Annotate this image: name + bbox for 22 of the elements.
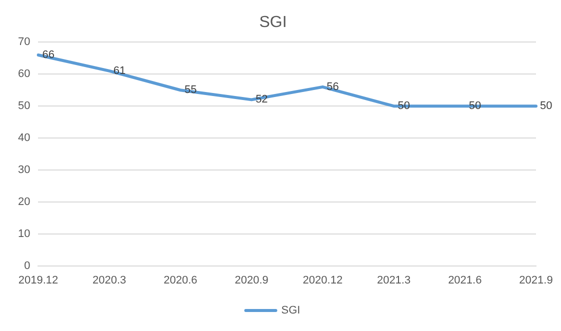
y-tick-label: 10 xyxy=(18,228,30,240)
y-tick-label: 60 xyxy=(18,68,30,80)
y-tick-label: 40 xyxy=(18,132,30,144)
data-label: 55 xyxy=(184,84,197,96)
data-label: 50 xyxy=(468,100,482,112)
data-label: 50 xyxy=(540,100,552,112)
x-tick-label: 2020.12 xyxy=(302,274,343,286)
x-tick-label: 2020.9 xyxy=(234,274,268,286)
x-tick-label: 2021.3 xyxy=(376,274,411,286)
x-tick-label: 2020.3 xyxy=(92,274,126,286)
y-tick-label: 70 xyxy=(18,36,30,48)
legend-label: SGI xyxy=(281,304,300,317)
data-label: 50 xyxy=(398,100,410,112)
y-tick-label: 30 xyxy=(18,164,30,176)
x-tick-label: 2019.12 xyxy=(18,274,58,286)
y-tick-label: 50 xyxy=(18,100,30,112)
y-tick-label: 0 xyxy=(24,260,30,272)
y-tick-label: 20 xyxy=(18,196,30,208)
x-tick-label: 2020.6 xyxy=(164,274,198,286)
chart-title: SGI xyxy=(259,14,287,32)
x-tick-label: 2021.9 xyxy=(519,274,553,286)
x-tick-label: 2021.6 xyxy=(448,274,482,286)
